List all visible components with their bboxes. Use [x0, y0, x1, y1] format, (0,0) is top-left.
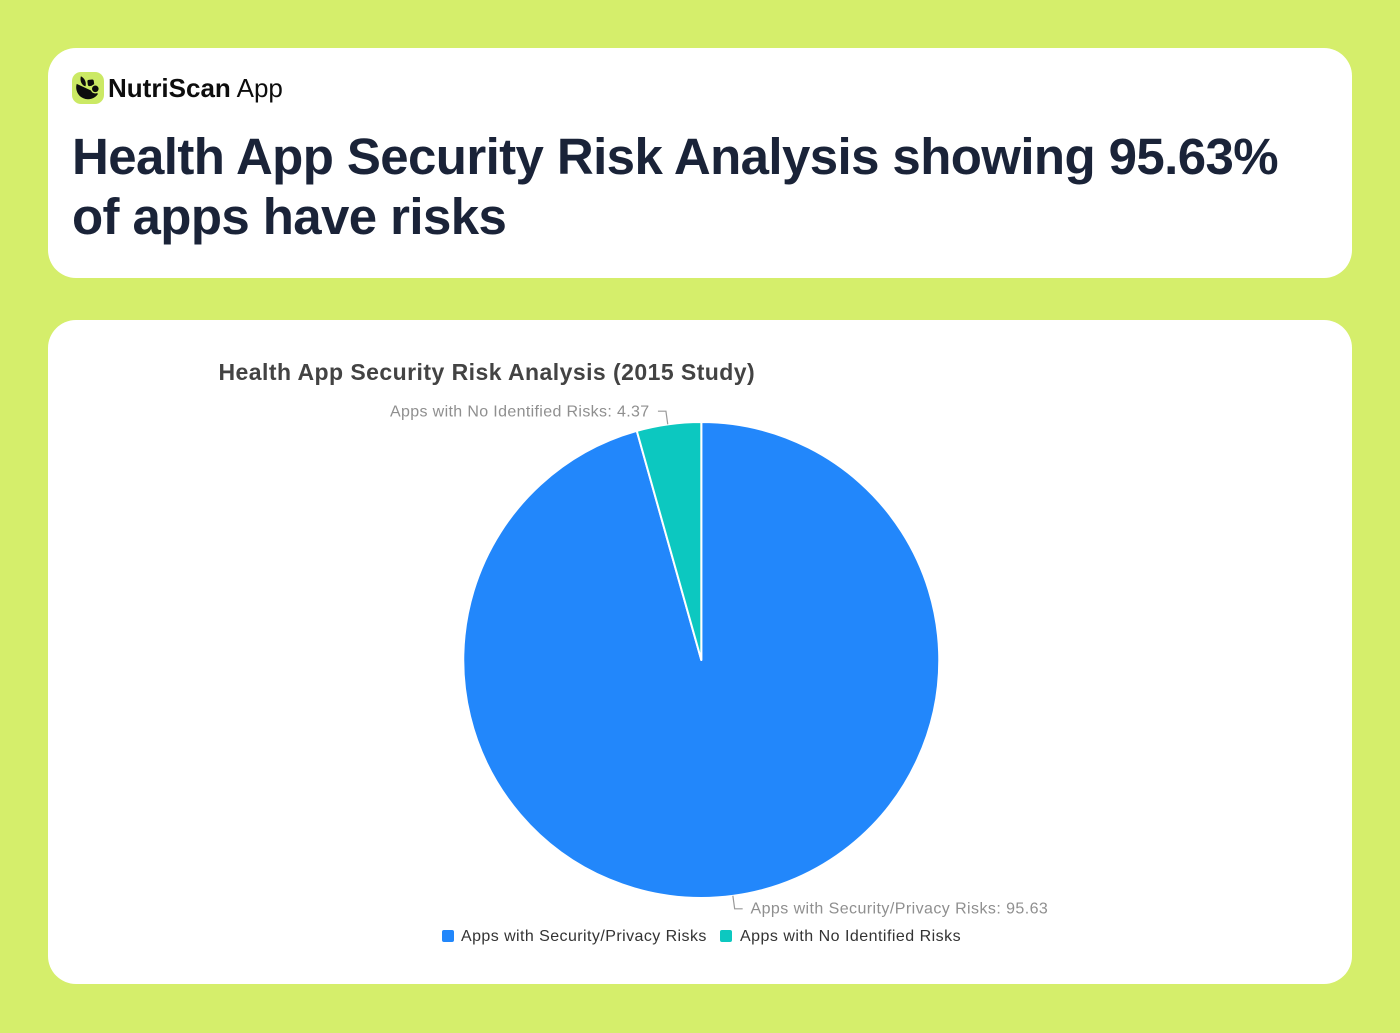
svg-text:Apps with No Identified Risks:: Apps with No Identified Risks: 4.37: [390, 404, 649, 421]
svg-text:Apps with Security/Privacy Ris: Apps with Security/Privacy Risks: 95.63: [751, 901, 1049, 918]
svg-text:Health App Security Risk Analy: Health App Security Risk Analysis (2015 …: [219, 359, 756, 385]
svg-text:Apps with No Identified Risks: Apps with No Identified Risks: [740, 928, 961, 945]
svg-text:Apps with Security/Privacy Ris: Apps with Security/Privacy Risks: [461, 928, 707, 945]
